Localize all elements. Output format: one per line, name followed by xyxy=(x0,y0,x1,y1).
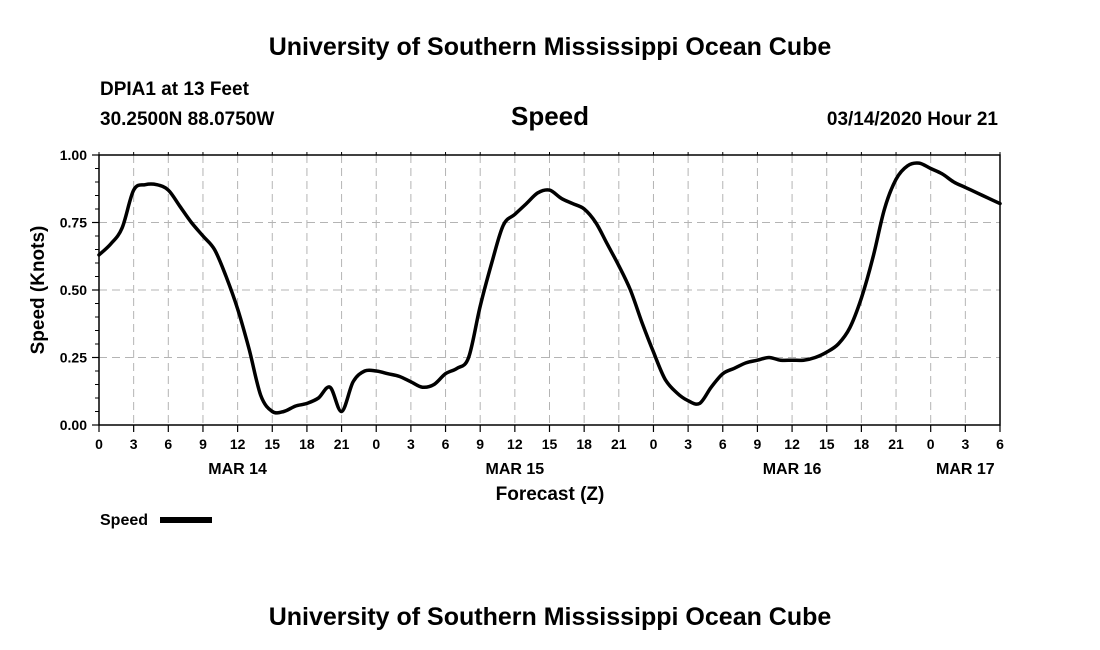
x-tick-label: 18 xyxy=(854,436,870,452)
y-tick-label: 0.25 xyxy=(60,350,87,366)
date-label: MAR 15 xyxy=(486,461,545,478)
x-tick-label: 15 xyxy=(264,436,280,452)
y-axis-ticks: 0.00 0.25 0.50 0.75 1.00 xyxy=(60,147,99,433)
date-label: MAR 14 xyxy=(208,461,267,478)
x-tick-label: 6 xyxy=(996,436,1004,452)
x-tick-label: 12 xyxy=(230,436,246,452)
x-tick-label: 21 xyxy=(611,436,627,452)
date-label: MAR 17 xyxy=(936,461,995,478)
y-tick-label: 0.00 xyxy=(60,417,87,433)
x-tick-label: 3 xyxy=(961,436,969,452)
y-tick-label: 0.50 xyxy=(60,282,87,298)
x-tick-label: 0 xyxy=(95,436,103,452)
x-tick-label: 0 xyxy=(372,436,380,452)
x-tick-label: 6 xyxy=(164,436,172,452)
footer-title: University of Southern Mississippi Ocean… xyxy=(269,603,832,631)
x-tick-label: 15 xyxy=(542,436,558,452)
x-tick-label: 3 xyxy=(684,436,692,452)
date-label: MAR 16 xyxy=(763,461,822,478)
x-tick-label: 18 xyxy=(299,436,315,452)
x-tick-label: 12 xyxy=(507,436,523,452)
legend-swatch xyxy=(160,517,212,523)
variable-label: Speed xyxy=(511,101,589,131)
x-axis-ticks: 0 3 6 9 12 15 18 21 0 3 6 9 12 15 18 21 0 3 6 9 12 15 18 21 0 3 6M… xyxy=(95,152,1004,478)
y-axis-label: Speed (Knots) xyxy=(28,226,49,355)
plot-frame xyxy=(98,154,1001,426)
coordinates-label: 30.2500N 88.0750W xyxy=(100,109,274,130)
x-tick-label: 12 xyxy=(784,436,800,452)
x-tick-label: 9 xyxy=(754,436,762,452)
station-label: DPIA1 at 13 Feet xyxy=(100,79,250,100)
x-tick-label: 3 xyxy=(130,436,138,452)
legend-label: Speed xyxy=(100,512,148,529)
x-tick-label: 0 xyxy=(927,436,935,452)
speed-series-line xyxy=(97,161,1002,415)
datetime-label: 03/14/2020 Hour 21 xyxy=(827,109,999,130)
x-tick-label: 21 xyxy=(888,436,904,452)
x-tick-label: 18 xyxy=(576,436,592,452)
chart-title: University of Southern Mississippi Ocean… xyxy=(269,33,832,61)
x-tick-label: 21 xyxy=(334,436,350,452)
y-tick-label: 1.00 xyxy=(60,147,87,163)
x-tick-label: 9 xyxy=(199,436,207,452)
x-axis-label: Forecast (Z) xyxy=(496,484,605,505)
x-tick-label: 0 xyxy=(650,436,658,452)
x-tick-label: 3 xyxy=(407,436,415,452)
grid-lines xyxy=(99,155,1000,425)
series-layer xyxy=(97,161,1002,415)
y-tick-label: 0.75 xyxy=(60,215,87,231)
x-tick-label: 6 xyxy=(442,436,450,452)
x-tick-label: 15 xyxy=(819,436,835,452)
x-tick-label: 9 xyxy=(476,436,484,452)
x-tick-label: 6 xyxy=(719,436,727,452)
